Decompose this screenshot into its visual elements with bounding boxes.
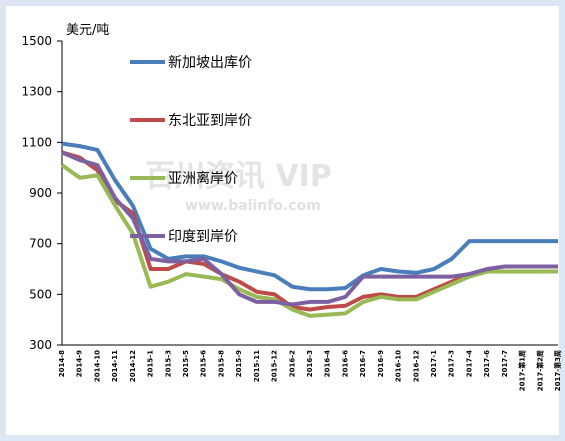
- x-tick-label: 2016-9: [377, 350, 385, 377]
- x-tick-label: 2015-8: [217, 350, 225, 377]
- legend-label: 新加坡出库价: [168, 55, 252, 71]
- x-tick-label: 2015-1: [147, 350, 155, 377]
- y-tick-label: 1100: [21, 135, 52, 149]
- y-tick-label: 500: [29, 287, 52, 301]
- legend-label: 东北亚到岸价: [168, 113, 252, 129]
- legend-label: 亚洲离岸价: [168, 170, 238, 187]
- x-tick-label: 2016-2: [288, 350, 296, 377]
- y-tick-label: 900: [29, 186, 52, 200]
- x-tick-label: 2014-8: [58, 350, 66, 377]
- y-tick-label: 1300: [21, 85, 52, 99]
- series-line: [60, 163, 558, 318]
- x-tick-label: 2016-4: [324, 350, 332, 377]
- y-tick-label: 700: [29, 237, 52, 251]
- x-tick-label: 2017-第2周: [535, 350, 544, 391]
- x-tick-label: 2015-11: [253, 350, 261, 382]
- x-tick-label: 2016-7: [359, 350, 367, 377]
- x-tick-label: 2017-1: [430, 350, 438, 377]
- x-tick-label: 2016-12: [412, 350, 420, 382]
- x-tick-label: 2016-10: [395, 350, 403, 382]
- x-tick-label: 2016-6: [341, 350, 349, 377]
- x-tick-label: 2015-6: [200, 350, 208, 377]
- y-tick-label: 1500: [21, 34, 52, 48]
- x-tick-label: 2015-12: [271, 350, 279, 382]
- watermark: 百川资讯 VIP: [145, 159, 332, 194]
- watermark-url: www.baiinfo.com: [185, 198, 321, 214]
- x-tick-label: 2014-10: [93, 350, 101, 382]
- panel: [6, 6, 559, 435]
- x-tick-label: 2015-5: [182, 350, 190, 377]
- x-tick-label: 2016-3: [306, 350, 314, 377]
- x-tick-label: 2017-第1周: [518, 350, 527, 391]
- x-tick-label: 2014-12: [129, 350, 137, 382]
- y-tick-label: 300: [29, 338, 52, 352]
- legend-label: 印度到岸价: [168, 229, 238, 245]
- x-tick-label: 2015-9: [235, 350, 243, 377]
- x-tick-label: 2014-9: [76, 350, 84, 377]
- x-tick-label: 2017-4: [465, 350, 473, 377]
- x-tick-label: 2017-7: [501, 350, 509, 377]
- x-tick-label: 2014-11: [111, 350, 119, 382]
- x-tick-label: 2017-第3周: [553, 350, 562, 391]
- x-tick-label: 2017-3: [448, 350, 456, 377]
- x-tick-label: 2017-6: [483, 350, 491, 377]
- series-line: [61, 150, 558, 307]
- x-tick-label: 2015-3: [164, 350, 172, 377]
- y-label: 美元/吨: [66, 23, 109, 38]
